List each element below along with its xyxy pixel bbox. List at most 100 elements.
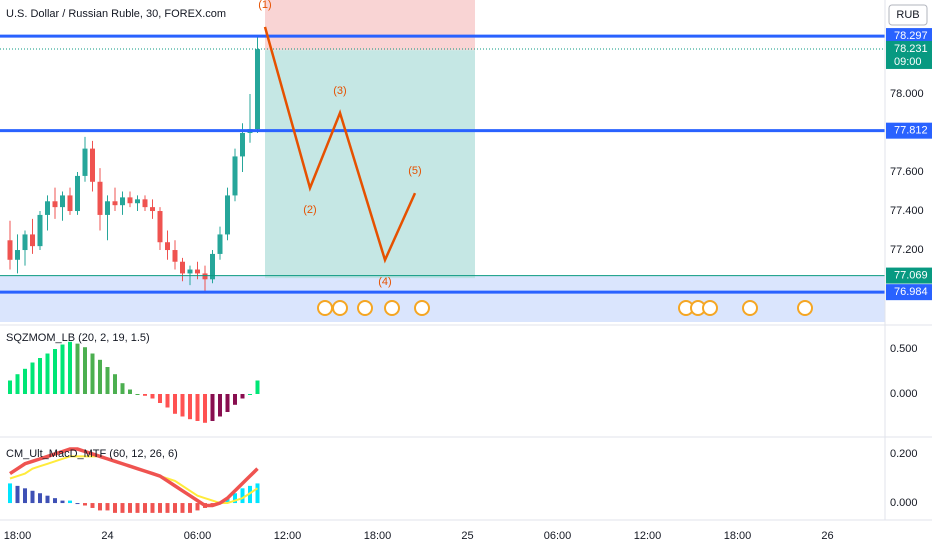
macd-histogram-bar xyxy=(75,503,80,505)
candle-body xyxy=(52,201,58,208)
momentum-bar xyxy=(15,374,20,394)
macd-histogram-bar xyxy=(233,493,237,504)
wave-label: (3) xyxy=(333,85,346,97)
momentum-bar xyxy=(188,393,192,420)
indicator-title: SQZMOM_LB (20, 2, 19, 1.5) xyxy=(6,332,150,344)
x-tick-label: 18:00 xyxy=(724,530,752,542)
macd-histogram-bar xyxy=(255,483,260,504)
x-tick-label: 24 xyxy=(101,530,113,542)
wave-line xyxy=(263,26,417,264)
macd-histogram-bar xyxy=(195,503,200,511)
x-tick-label: 06:00 xyxy=(184,530,212,542)
last-price-label: 78.231 xyxy=(894,43,928,55)
level-label-box xyxy=(886,28,932,45)
currency-label[interactable]: RUB xyxy=(896,9,919,21)
macd-histogram-bar xyxy=(98,503,102,511)
candle-body xyxy=(60,195,65,208)
candle-body xyxy=(157,211,163,243)
momentum-bar xyxy=(195,393,200,421)
event-icons xyxy=(317,300,813,316)
macd-histogram-bar xyxy=(83,503,87,506)
x-tick-label: 12:00 xyxy=(634,530,662,542)
wave-label: (5) xyxy=(408,165,421,177)
candle-body xyxy=(112,201,118,206)
macd-histogram-bar xyxy=(23,488,27,504)
candle-body xyxy=(15,250,20,260)
momentum-bar xyxy=(60,344,65,394)
symbol-title: U.S. Dollar / Russian Ruble, 30, FOREX.c… xyxy=(6,8,226,20)
candle-body xyxy=(135,199,140,204)
candle-body xyxy=(75,175,80,212)
wave-label: (2) xyxy=(303,204,316,216)
indicator-title: CM_Ult_MacD_MTF (60, 12, 26, 6) xyxy=(6,448,178,460)
candle-body xyxy=(37,214,43,247)
candle-body xyxy=(195,269,200,274)
momentum-bar xyxy=(30,362,35,394)
candle-body xyxy=(180,261,185,274)
momentum-bar xyxy=(233,393,237,405)
momentum-bar xyxy=(255,380,260,394)
momentum-bar xyxy=(248,393,252,395)
candle-body xyxy=(97,181,103,215)
momentum-bar xyxy=(203,393,207,423)
momentum-bar xyxy=(218,393,222,417)
y-tick-label: 0.000 xyxy=(890,388,918,400)
y-tick-label: 77.200 xyxy=(890,244,924,256)
candle-body xyxy=(120,197,125,206)
candle-body xyxy=(67,195,73,212)
momentum-bar xyxy=(113,374,117,394)
level-label-box xyxy=(886,284,932,301)
currency-button[interactable] xyxy=(888,4,928,26)
momentum-bar xyxy=(120,383,125,394)
candle-body xyxy=(240,133,245,157)
x-tick-label: 12:00 xyxy=(274,530,302,542)
candle-body xyxy=(172,250,178,262)
macd-histogram-bar xyxy=(30,490,35,504)
momentum-bar xyxy=(180,393,185,417)
candle-body xyxy=(187,269,193,274)
momentum-bar xyxy=(143,393,147,396)
macd-histogram-bar xyxy=(248,485,252,504)
momentum-bar xyxy=(165,393,170,408)
macd-histogram-bar xyxy=(120,503,125,513)
level-label-box xyxy=(886,267,932,284)
candle-body xyxy=(225,195,230,235)
level-label-box xyxy=(886,122,932,139)
macd-histogram-bar xyxy=(105,503,110,511)
candle-body xyxy=(7,240,13,260)
y-tick-label: 0.200 xyxy=(890,448,918,460)
x-tick-label: 18:00 xyxy=(4,530,32,542)
momentum-bar xyxy=(83,347,87,394)
macd-histogram-bar xyxy=(225,498,230,504)
momentum-bar xyxy=(135,393,140,395)
y-tick-label: 0.000 xyxy=(890,497,918,509)
momentum-bar xyxy=(105,367,110,394)
y-tick-label: 77.400 xyxy=(890,205,924,217)
y-tick-label: 78.000 xyxy=(890,88,924,100)
macd-histogram-bar xyxy=(68,500,72,504)
level-label: 76.984 xyxy=(894,286,928,298)
y-tick-label: 0.500 xyxy=(890,343,918,355)
support-zone xyxy=(0,275,885,322)
macd-histogram-bar xyxy=(53,498,57,504)
candle-body xyxy=(202,273,208,280)
x-tick-label: 26 xyxy=(821,530,833,542)
candle-body xyxy=(232,156,238,196)
macd-histogram-bar xyxy=(240,488,245,504)
x-tick-label: 06:00 xyxy=(544,530,572,542)
stop-zone xyxy=(265,0,475,51)
candle-body xyxy=(127,197,133,204)
momentum-bar xyxy=(38,358,42,394)
momentum-bar xyxy=(53,349,57,394)
momentum-bar xyxy=(210,393,215,421)
macd-histogram-bar xyxy=(150,503,155,513)
macd-histogram-bar xyxy=(188,503,192,513)
macd-histogram-bar xyxy=(38,493,42,504)
macd-histogram-bar xyxy=(90,503,95,508)
wave-label: (1) xyxy=(258,0,271,11)
plot-layer: (1) (2) (3) (4) (5) xyxy=(0,0,885,513)
momentum-bar xyxy=(240,393,245,399)
macd-histogram-bar xyxy=(8,483,12,504)
macd-line xyxy=(9,447,259,508)
candle-body xyxy=(142,199,148,208)
